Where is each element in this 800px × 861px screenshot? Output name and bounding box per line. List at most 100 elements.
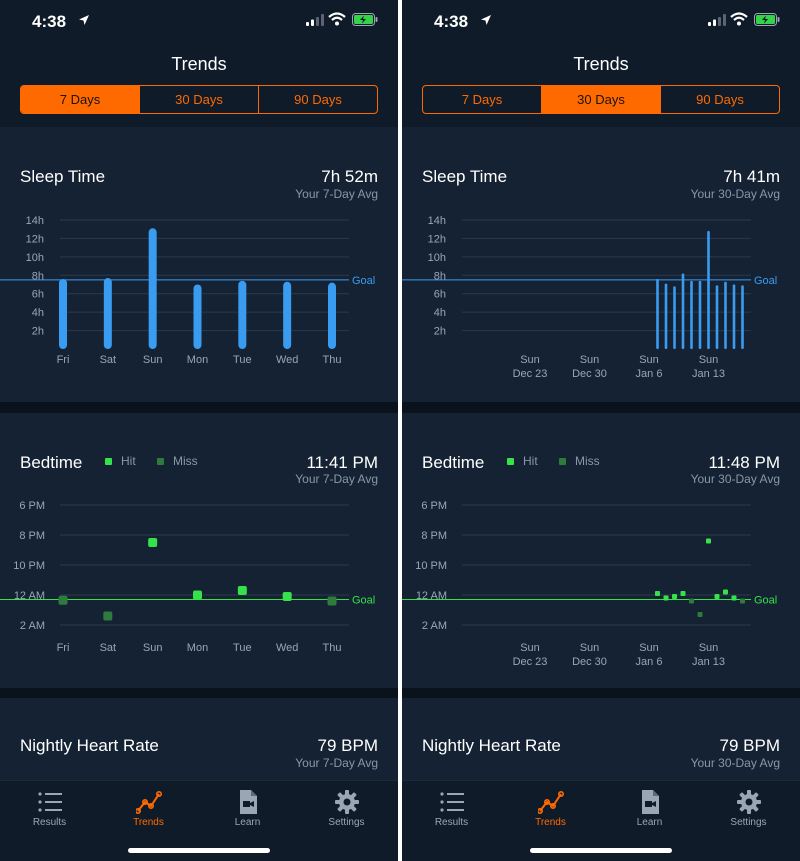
- segment-7-days[interactable]: 7 Days: [21, 86, 140, 113]
- x-tick-label: Sun: [520, 354, 540, 366]
- y-tick-label: 12 AM: [14, 590, 45, 602]
- bedtime-subtitle: Your 30-Day Avg: [690, 472, 780, 486]
- x-tick-label: Dec 23: [513, 368, 548, 380]
- goal-label: Goal: [754, 275, 777, 287]
- tab-results[interactable]: Results: [402, 781, 501, 841]
- segment-90-days[interactable]: 90 Days: [294, 92, 342, 107]
- card-divider: [0, 688, 398, 698]
- y-tick-label: 2 AM: [422, 620, 447, 632]
- sleep-bar: [681, 273, 685, 349]
- sleep-bar: [724, 281, 727, 349]
- segment-90-days[interactable]: 90 Days: [696, 92, 744, 107]
- cellular-signal-icon: [708, 14, 726, 26]
- sleep-bar: [328, 282, 336, 349]
- tab-trends-label: Trends: [133, 817, 164, 828]
- phone-screen-7-days: 4:38 Trends 7 Days 30 Days 90 Days Sleep…: [0, 0, 398, 861]
- sleep-bar: [59, 278, 67, 349]
- x-tick-label: Dec 30: [572, 656, 607, 668]
- tab-settings-label: Settings: [730, 817, 767, 828]
- header: 4:38 Trends 7 Days 30 Days 90 Days: [0, 0, 398, 127]
- bedtime-point-miss: [103, 611, 113, 621]
- sleep-bar: [664, 283, 668, 349]
- y-tick-label: 4h: [32, 307, 44, 319]
- sleep-bar: [707, 231, 710, 349]
- bedtime-point-hit: [672, 594, 677, 599]
- bedtime-point-miss: [58, 595, 68, 605]
- x-tick-label: Jan 13: [692, 368, 725, 380]
- sleep-bar: [283, 281, 292, 349]
- x-tick-label: Mon: [187, 354, 208, 366]
- tab-settings[interactable]: Settings: [297, 781, 396, 841]
- heart-rate-card: Nightly Heart Rate 79 BPM Your 7-Day Avg: [0, 698, 398, 780]
- legend-miss: Miss: [559, 454, 600, 468]
- tab-learn-label: Learn: [234, 817, 261, 828]
- x-tick-label: Sat: [100, 354, 117, 366]
- legend-miss: Miss: [157, 454, 198, 468]
- x-tick-label: Sun: [520, 642, 540, 654]
- range-segmented-control: 7 Days 30 Days 90 Days: [20, 85, 378, 114]
- x-tick-label: Dec 30: [572, 368, 607, 380]
- status-time: 4:38: [32, 12, 67, 31]
- card-divider: [0, 402, 398, 413]
- sleep-time-chart: 2h 4h 6h 8h 10h 12h 14h Goal Sun Dec 23 Sun Dec 30 S…: [402, 215, 777, 380]
- page-title: Trends: [573, 54, 629, 74]
- x-tick-label: Sat: [100, 642, 117, 654]
- battery-charging-icon: [352, 13, 378, 26]
- trend-icon: [538, 790, 564, 814]
- sleep-bar: [690, 280, 693, 349]
- goal-label: Goal: [754, 595, 777, 607]
- bedtime-chart: 6 PM 8 PM 10 PM 12 AM 2 AM Goal Sun Dec 23 Sun De…: [402, 500, 777, 668]
- tab-settings[interactable]: Settings: [699, 781, 798, 841]
- x-tick-label: Jan 6: [636, 656, 663, 668]
- x-tick-label: Sun: [580, 354, 600, 366]
- y-tick-label: 8h: [32, 270, 44, 282]
- y-tick-label: 12h: [26, 233, 44, 245]
- x-tick-label: Thu: [323, 354, 342, 366]
- sleep-bar: [715, 285, 719, 349]
- goal-label: Goal: [352, 595, 375, 607]
- tab-bar: Results Trends Learn Settings: [0, 780, 398, 861]
- sleep-bar: [732, 284, 736, 349]
- segment-30-days[interactable]: 30 Days: [140, 86, 259, 113]
- tab-bar: Results Trends Learn Settings: [402, 780, 800, 861]
- bedtime-value: 11:41 PM: [306, 453, 378, 472]
- bedtime-point-hit: [680, 591, 686, 596]
- tab-learn[interactable]: Learn: [600, 781, 699, 841]
- tab-trends-label: Trends: [535, 817, 566, 828]
- heart-rate-title: Nightly Heart Rate: [422, 736, 561, 755]
- y-tick-label: 6 PM: [421, 500, 447, 512]
- tab-learn[interactable]: Learn: [198, 781, 297, 841]
- y-tick-label: 6 PM: [19, 500, 45, 512]
- heart-rate-subtitle: Your 7-Day Avg: [295, 756, 378, 770]
- legend-hit-label: Hit: [523, 454, 538, 468]
- legend-hit: Hit: [105, 454, 136, 468]
- cellular-signal-icon: [306, 14, 324, 26]
- x-tick-label: Jan 13: [692, 656, 725, 668]
- tab-trends[interactable]: Trends: [501, 781, 600, 841]
- bedtime-card: Bedtime Hit Miss 11:48 PM Your 30-Day Av…: [402, 413, 800, 688]
- y-tick-label: 2h: [32, 326, 44, 338]
- bedtime-point-hit: [193, 590, 202, 600]
- tab-results[interactable]: Results: [0, 781, 99, 841]
- phone-screen-30-days: 4:38 Trends 7 Days 30 Days 90 Days Sleep…: [402, 0, 800, 861]
- x-tick-label: Wed: [276, 642, 298, 654]
- sleep-bar: [103, 278, 112, 349]
- home-indicator: [530, 848, 672, 853]
- sleep-bar: [741, 285, 744, 349]
- sleep-bar: [698, 280, 702, 349]
- battery-charging-icon: [754, 13, 780, 26]
- sleep-bar: [238, 280, 247, 349]
- legend-hit-label: Hit: [121, 454, 136, 468]
- tab-trends[interactable]: Trends: [99, 781, 198, 841]
- bedtime-point-hit: [237, 586, 247, 595]
- bedtime-value: 11:48 PM: [708, 453, 780, 472]
- heart-rate-subtitle: Your 30-Day Avg: [690, 756, 780, 770]
- wifi-icon: [730, 12, 748, 26]
- location-arrow-icon: [79, 15, 89, 25]
- tab-results-label: Results: [32, 817, 67, 828]
- x-tick-label: Thu: [323, 642, 342, 654]
- y-tick-label: 4h: [434, 307, 446, 319]
- segment-7-days[interactable]: 7 Days: [423, 86, 542, 113]
- x-tick-label: Sun: [143, 642, 163, 654]
- segment-30-days[interactable]: 30 Days: [542, 86, 661, 113]
